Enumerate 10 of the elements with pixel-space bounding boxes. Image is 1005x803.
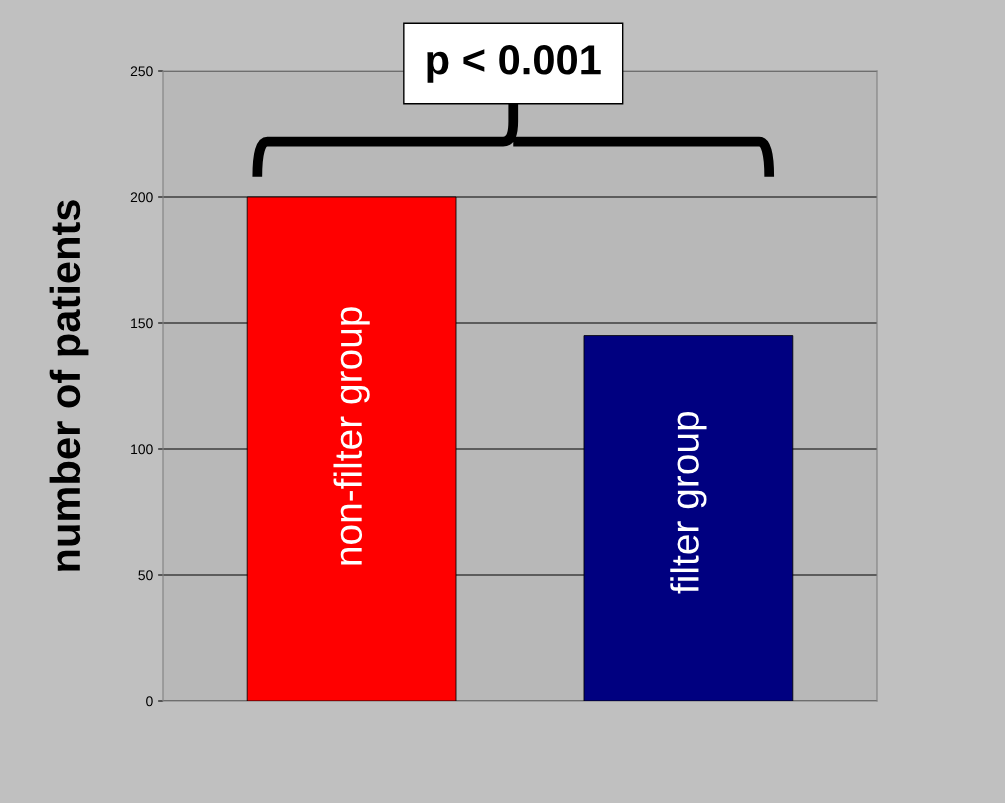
annotation: p < 0.001 [427,45,601,83]
y-tick-label: 150 [131,318,153,329]
y-axis-title: number of patients [49,200,89,571]
y-tick-label: 250 [130,66,153,77]
y-tick-label: 100 [131,444,153,455]
x-tick-label: filter group [670,411,707,594]
y-tick-label: 200 [130,192,153,203]
y-tick-label: 0 [146,696,153,707]
y-tick-label: 50 [138,570,153,581]
x-tick-label: non-filter group [333,307,370,565]
